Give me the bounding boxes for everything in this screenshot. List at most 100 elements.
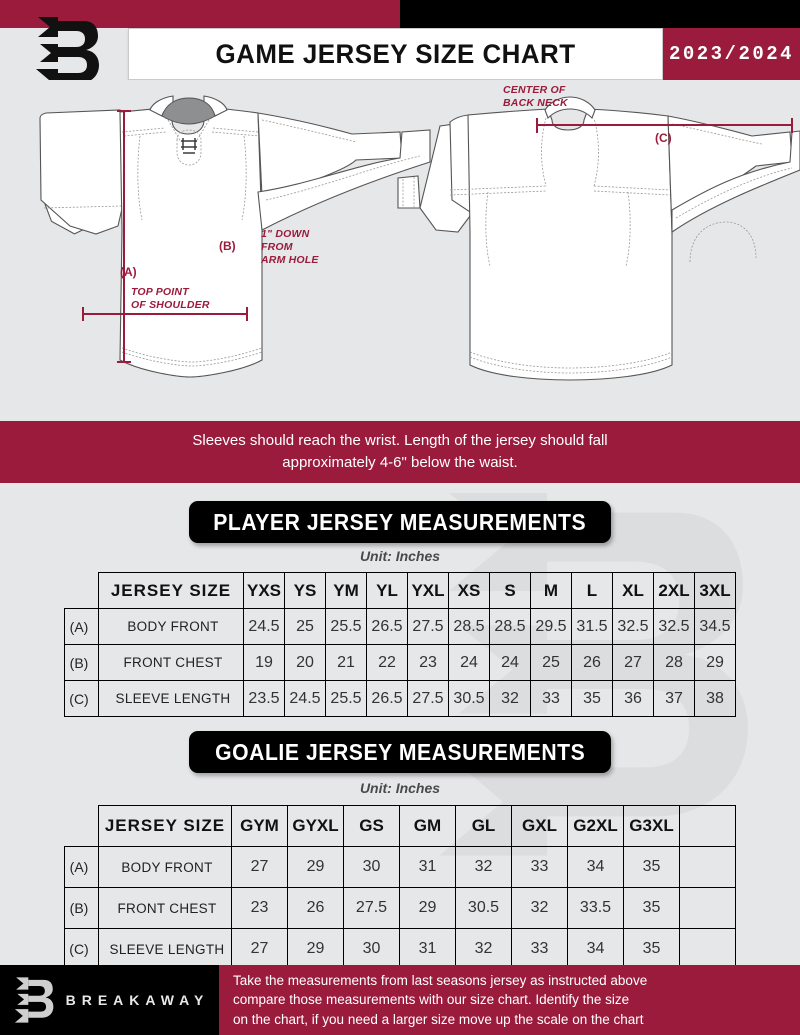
table-row: (A) BODY FRONT 24.5 25 25.5 26.5 27.5 28… [64, 608, 736, 645]
goalie-cell: 32 [455, 928, 512, 970]
goalie-size-header: G2XL [567, 805, 624, 847]
player-cell: 24 [448, 644, 490, 681]
goalie-cell-empty [679, 928, 736, 970]
player-row-name: FRONT CHEST [98, 644, 244, 681]
fit-note-line-2: approximately 4-6" below the waist. [282, 454, 518, 471]
player-row-name: SLEEVE LENGTH [98, 680, 244, 717]
player-section-title: PLAYER JERSEY MEASUREMENTS [213, 508, 587, 535]
marker-label-a: (A) [120, 265, 137, 279]
player-size-header: L [571, 572, 613, 609]
jersey-illustration-area: .ol { fill:#fff; stroke:#555; stroke-wid… [0, 80, 800, 420]
goalie-cell: 33 [511, 846, 568, 888]
jersey-technical-drawings: .ol { fill:#fff; stroke:#555; stroke-wid… [39, 95, 800, 381]
breakaway-b-logo-icon [14, 977, 54, 1023]
player-row-header-label: JERSEY SIZE [98, 572, 244, 609]
player-cell: 25.5 [325, 608, 367, 645]
player-cell: 32.5 [653, 608, 695, 645]
jersey-back-illustration [397, 96, 800, 381]
table-row: (C) SLEEVE LENGTH 23.5 24.5 25.5 26.5 27… [64, 680, 736, 717]
player-size-header: XL [612, 572, 654, 609]
goalie-cell: 30.5 [455, 887, 512, 929]
player-size-header: YXS [243, 572, 285, 609]
footer-brand-block: BREAKAWAY [0, 965, 219, 1035]
top-accent-bar [0, 0, 800, 28]
player-cell: 37 [653, 680, 695, 717]
goalie-cell: 31 [399, 928, 456, 970]
goalie-cell: 35 [623, 887, 680, 929]
player-cell: 24.5 [243, 608, 285, 645]
footer-instructions: Take the measurements from last seasons … [219, 965, 800, 1035]
caption-down-from-armhole: 1" DOWN FROM ARM HOLE [261, 228, 319, 267]
footer-line-1: Take the measurements from last seasons … [233, 973, 648, 989]
player-size-header: YXL [407, 572, 449, 609]
goalie-unit-label: Unit: Inches [359, 780, 441, 796]
header-title-plate: GAME JERSEY SIZE CHART [128, 28, 663, 80]
goalie-table-header-row: JERSEY SIZE GYM GYXL GS GM GL GXL G2XL G… [65, 805, 736, 847]
marker-label-b: (B) [219, 239, 236, 253]
goalie-row-header-label: JERSEY SIZE [98, 805, 232, 847]
player-cell: 34.5 [694, 608, 736, 645]
goalie-cell: 30 [343, 846, 400, 888]
player-row-marker: (A) [64, 608, 99, 645]
goalie-size-header: GYM [231, 805, 288, 847]
goalie-cell: 34 [567, 846, 624, 888]
player-cell: 19 [243, 644, 285, 681]
player-cell: 20 [284, 644, 326, 681]
player-size-header: M [530, 572, 572, 609]
goalie-cell: 32 [455, 846, 512, 888]
footer-line-3: on the chart, if you need a larger size … [233, 1011, 644, 1027]
page-header: GAME JERSEY SIZE CHART 2023/2024 [0, 17, 800, 91]
player-size-header: 3XL [694, 572, 736, 609]
player-cell: 26 [571, 644, 613, 681]
player-cell: 38 [694, 680, 736, 717]
footer-brand-name: BREAKAWAY [65, 992, 210, 1008]
player-cell: 23 [407, 644, 449, 681]
player-row-name: BODY FRONT [98, 608, 244, 645]
goalie-row-name: SLEEVE LENGTH [98, 928, 232, 970]
page-footer: BREAKAWAY Take the measurements from las… [0, 965, 800, 1035]
player-cell: 25 [284, 608, 326, 645]
player-cell: 25 [530, 644, 572, 681]
goalie-cell: 32 [511, 887, 568, 929]
goalie-cell: 35 [623, 846, 680, 888]
marker-label-c: (C) [655, 131, 672, 145]
jersey-front-illustration [39, 95, 431, 378]
goalie-row-marker: (C) [64, 928, 99, 970]
player-size-header: YM [325, 572, 367, 609]
caption-center-back-neck: CENTER OF BACK NECK [503, 84, 568, 110]
player-cell: 32 [489, 680, 531, 717]
caption-top-point-of-shoulder: TOP POINT OF SHOULDER [131, 286, 210, 312]
player-cell: 35 [571, 680, 613, 717]
goalie-section-title: GOALIE JERSEY MEASUREMENTS [214, 738, 586, 765]
player-cell: 30.5 [448, 680, 490, 717]
player-table-header-row: JERSEY SIZE YXS YS YM YL YXL XS S M L XL… [65, 572, 736, 609]
goalie-table-body: (A) BODY FRONT 27 29 30 31 32 33 34 35 (… [64, 846, 736, 970]
goalie-row-name: BODY FRONT [98, 846, 232, 888]
player-size-header: S [489, 572, 531, 609]
player-cell: 24.5 [284, 680, 326, 717]
player-cell: 22 [366, 644, 408, 681]
table-row: (B) FRONT CHEST 23 26 27.5 29 30.5 32 33… [64, 887, 736, 929]
player-cell: 28.5 [448, 608, 490, 645]
player-cell: 27.5 [407, 680, 449, 717]
player-measurements-table: JERSEY SIZE YXS YS YM YL YXL XS S M L XL… [64, 572, 736, 717]
goalie-size-header: GM [399, 805, 456, 847]
table-row: (A) BODY FRONT 27 29 30 31 32 33 34 35 [64, 846, 736, 888]
player-cell: 25.5 [325, 680, 367, 717]
player-cell: 29 [694, 644, 736, 681]
season-label: 2023/2024 [668, 43, 795, 65]
fit-note-banner: Sleeves should reach the wrist. Length o… [0, 421, 800, 483]
player-cell: 27 [612, 644, 654, 681]
player-cell: 24 [489, 644, 531, 681]
player-section-pill: PLAYER JERSEY MEASUREMENTS [189, 501, 611, 543]
player-cell: 36 [612, 680, 654, 717]
player-cell: 33 [530, 680, 572, 717]
fit-note-line-1: Sleeves should reach the wrist. Length o… [192, 432, 608, 450]
goalie-row-marker: (A) [64, 846, 99, 888]
goalie-cell: 29 [399, 887, 456, 929]
goalie-size-header: GS [343, 805, 400, 847]
player-cell: 29.5 [530, 608, 572, 645]
goalie-cell: 34 [567, 928, 624, 970]
table-row: (C) SLEEVE LENGTH 27 29 30 31 32 33 34 3… [64, 928, 736, 970]
goalie-size-header: GXL [511, 805, 568, 847]
